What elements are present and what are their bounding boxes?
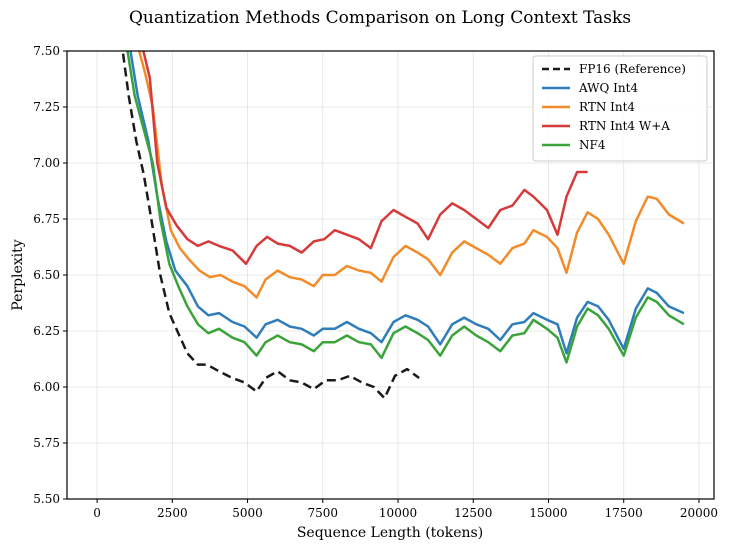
legend-label: AWQ Int4 [578, 81, 638, 95]
x-tick-label: 15000 [529, 506, 567, 520]
legend-label: NF4 [579, 138, 606, 152]
y-tick-label: 7.50 [33, 44, 60, 58]
series-line-rtn-int4 [137, 51, 685, 299]
x-axis: 0 2500 5000 7500 10000 12500 15000 17500 20000 [93, 499, 718, 520]
y-axis-label: Perplexity [10, 239, 26, 310]
chart-title: Quantization Methods Comparison on Long … [129, 8, 631, 28]
legend: FP16 (Reference) AWQ Int4 RTN Int4 RTN Int4… [532, 55, 708, 162]
series-line-rtn-int4-w-a [142, 51, 588, 266]
legend-box [532, 55, 708, 162]
x-tick-label: 7500 [308, 506, 339, 520]
x-tick-label: 17500 [605, 506, 643, 520]
series-line-awq-int4 [129, 51, 685, 355]
y-tick-label: 6.25 [33, 324, 60, 338]
series-line-nf4 [126, 51, 685, 364]
y-tick-label: 7.00 [33, 156, 60, 170]
x-axis-label: Sequence Length (tokens) [297, 525, 483, 541]
x-tick-label: 20000 [680, 506, 718, 520]
y-axis: 5.50 5.75 6.00 6.25 6.50 6.75 7.00 7.25 7.50 [33, 44, 67, 506]
legend-label: RTN Int4 [579, 100, 635, 114]
x-tick-label: 2500 [157, 506, 188, 520]
series-layer [121, 51, 685, 400]
x-tick-label: 5000 [232, 506, 263, 520]
legend-label: FP16 (Reference) [579, 62, 686, 76]
y-tick-label: 5.75 [33, 436, 60, 450]
legend-label: RTN Int4 W+A [579, 119, 670, 133]
y-tick-label: 6.00 [33, 380, 60, 394]
y-tick-label: 5.50 [33, 492, 60, 506]
x-tick-label: 0 [93, 506, 101, 520]
x-tick-label: 12500 [454, 506, 492, 520]
y-tick-label: 6.75 [33, 212, 60, 226]
y-tick-label: 7.25 [33, 100, 60, 114]
x-tick-label: 10000 [379, 506, 417, 520]
y-tick-label: 6.50 [33, 268, 60, 282]
